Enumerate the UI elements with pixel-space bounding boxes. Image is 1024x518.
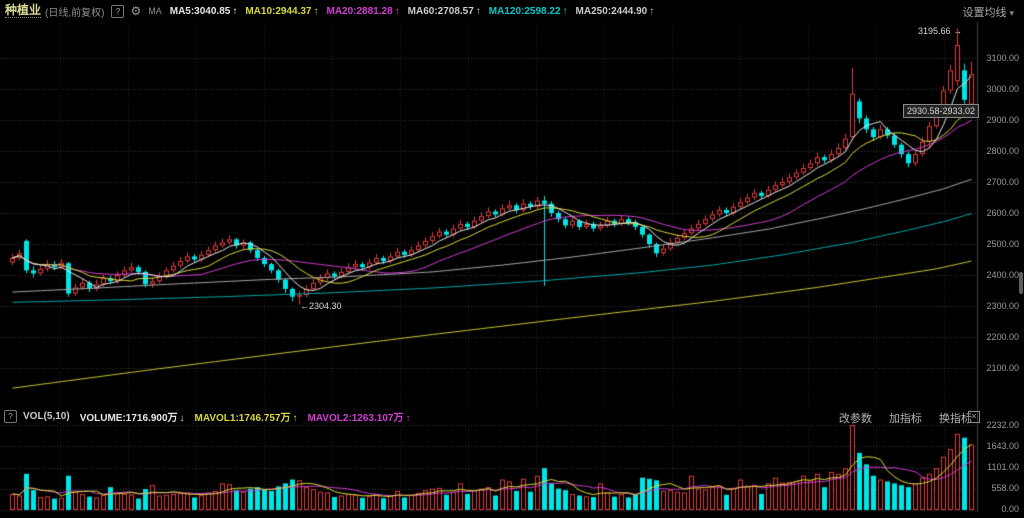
change-params-button[interactable]: 改参数	[838, 413, 872, 425]
price-tick: 2100.00	[986, 363, 1019, 373]
up-arrow-icon: ↑	[475, 5, 481, 17]
set-ma-button[interactable]: 设置均线 ▾	[962, 7, 1014, 19]
mavol1-readout: MAVOL1:1746.757万 ↑	[194, 413, 298, 424]
ma250-readout: MA250:2444.90 ↑	[575, 5, 655, 17]
price-tick: 3100.00	[986, 53, 1019, 63]
up-arrow-icon: ↑	[649, 5, 655, 17]
volume-indicator-label: VOL(5,10)	[23, 411, 70, 422]
price-tick: 2900.00	[986, 115, 1019, 125]
volume-tick: 1101.00	[987, 462, 1019, 472]
indicator-toolbar: 改参数 加指标 换指标	[825, 410, 972, 426]
ma60-readout: MA60:2708.57 ↑	[407, 5, 481, 17]
left-arrow-icon: ←	[300, 301, 309, 311]
volume-tick: 558.00	[991, 483, 1019, 493]
price-tick: 2500.00	[986, 239, 1019, 249]
help-icon[interactable]: ?	[4, 410, 17, 423]
header: 种植业 (日线,前复权) ? ⚙ MA MA5:3040.85 ↑ MA10:29…	[0, 0, 1024, 22]
price-tick: 3000.00	[986, 84, 1019, 94]
right-arrow-icon: →	[953, 26, 962, 36]
up-arrow-icon: ↑	[232, 5, 238, 17]
price-tick: 2200.00	[986, 332, 1019, 342]
ma20-readout: MA20:2881.28 ↑	[326, 5, 400, 17]
chart-mode-label: (日线,前复权)	[45, 7, 105, 19]
scrollbar-thumb[interactable]	[1019, 272, 1023, 294]
close-icon[interactable]: ×	[968, 411, 980, 423]
ma-indicator-tag: MA	[148, 6, 162, 16]
ma5-readout: MA5:3040.85 ↑	[169, 5, 238, 17]
volume-readout: VOLUME:1716.900万 ↓	[79, 413, 185, 424]
volume-tick: 0.00	[1001, 504, 1019, 514]
price-tick: 2300.00	[986, 301, 1019, 311]
up-arrow-icon: ↑	[394, 5, 400, 17]
volume-tick: 1643.00	[986, 441, 1019, 451]
high-price-annotation: 3195.66 →	[917, 26, 962, 36]
gap-range-label: 2930.58-2933.02	[903, 104, 979, 118]
stock-name[interactable]: 种植业	[5, 3, 42, 18]
volume-tick: 2232.00	[986, 420, 1019, 430]
up-arrow-icon: ↑	[405, 413, 411, 424]
ma10-readout: MA10:2944.37 ↑	[245, 5, 319, 17]
gear-icon[interactable]: ⚙	[130, 4, 142, 18]
up-arrow-icon: ↑	[562, 5, 568, 17]
mavol2-readout: MAVOL2:1263.107万 ↑	[307, 413, 411, 424]
volume-pane-header: ? VOL(5,10) VOLUME:1716.900万 ↓ MAVOL1:174…	[0, 409, 1024, 424]
ma120-readout: MA120:2598.22 ↑	[488, 5, 568, 17]
help-icon[interactable]: ?	[111, 4, 125, 18]
price-tick: 2600.00	[986, 208, 1019, 218]
price-tick: 2800.00	[986, 146, 1019, 156]
up-arrow-icon: ↑	[313, 5, 319, 17]
chevron-down-icon: ▾	[1009, 8, 1014, 18]
add-indicator-button[interactable]: 加指标	[888, 413, 922, 425]
up-arrow-icon: ↑	[292, 413, 298, 424]
switch-indicator-button[interactable]: 换指标	[939, 413, 972, 425]
price-tick: 2400.00	[986, 270, 1019, 280]
low-price-annotation: ←2304.30	[300, 301, 342, 311]
price-tick: 2700.00	[986, 177, 1019, 187]
down-arrow-icon: ↓	[179, 413, 185, 424]
